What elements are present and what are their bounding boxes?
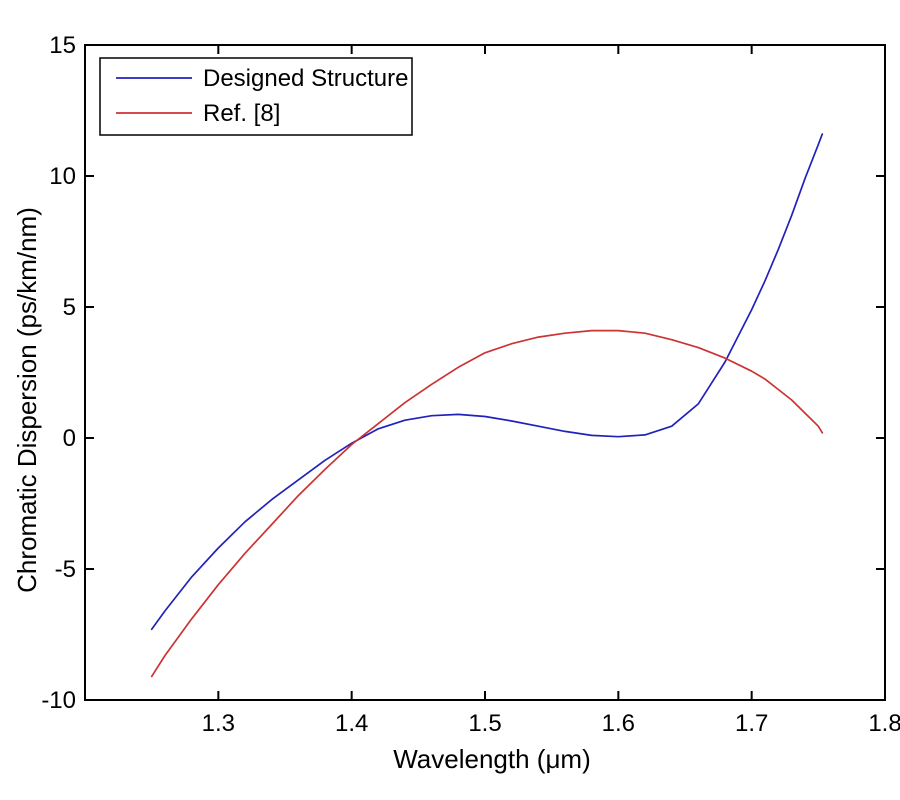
x-axis-label: Wavelength (μm) [393,744,591,774]
y-tick-label: 5 [63,294,76,321]
series-line-0 [150,133,824,631]
y-tick-label: -10 [41,687,76,714]
legend-box [99,57,413,136]
x-tick-label: 1.3 [202,710,235,737]
x-tick-label: 1.4 [335,710,368,737]
plot-area: 1.3 1.4 1.5 1.6 1.7 1.8 -10 -5 0 5 10 15 Designed St… [41,32,900,737]
y-tick-label: 10 [49,163,76,190]
legend-item-label: Ref. [8] [203,100,280,127]
y-tick-label: 0 [63,425,76,452]
y-axis-label: Chromatic Dispersion (ps/km/nm) [12,207,42,593]
x-tick-label: 1.6 [602,710,635,737]
x-tick-label: 1.7 [735,710,768,737]
y-tick-label: 15 [49,32,76,59]
y-tick-label: -5 [55,556,76,583]
legend-item-label: Designed Structure [203,65,408,92]
x-tick-label: 1.5 [468,710,501,737]
series-line-1 [150,329,824,678]
x-tick-label: 1.8 [868,710,900,737]
